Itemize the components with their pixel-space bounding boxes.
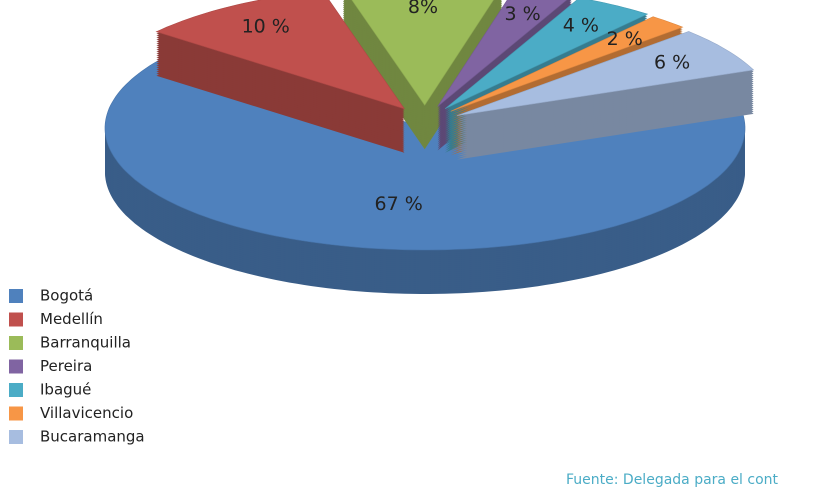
legend-swatch (9, 383, 23, 397)
legend-swatch (9, 406, 23, 421)
legend-swatch (9, 312, 23, 327)
legend-swatch (9, 359, 23, 374)
data-label: 10 % (242, 15, 290, 37)
slice-group (343, 0, 503, 150)
slice (450, 16, 684, 112)
source-note: Fuente: Delegada para el cont (566, 472, 779, 488)
slice-side (437, 0, 570, 109)
legend-swatch (9, 289, 23, 303)
legend-label: Villavicencio (40, 404, 133, 422)
slice (351, 0, 494, 106)
slice-group (155, 0, 406, 153)
legend-label: Ibagué (40, 381, 91, 399)
data-label: 3 % (505, 3, 541, 25)
legend-swatch (9, 430, 23, 444)
slice-side (437, 0, 572, 111)
legend-label: Pereira (40, 357, 92, 375)
slice (155, 0, 406, 110)
legend-label: Medellín (40, 310, 103, 328)
slice-side (437, 0, 572, 113)
legend-swatch (9, 336, 23, 350)
data-label: 67 % (375, 193, 423, 215)
slice-group (456, 31, 755, 160)
data-label: 2 % (607, 28, 643, 50)
data-label: 6 % (654, 51, 690, 73)
slice (456, 31, 755, 116)
data-label: 8% (408, 0, 438, 18)
legend-label: Bucaramanga (40, 428, 145, 446)
data-label: 4 % (563, 14, 599, 36)
legend-label: Bogotá (40, 287, 93, 305)
slice (437, 0, 568, 107)
legend-label: Barranquilla (40, 334, 131, 352)
slice (444, 0, 649, 109)
